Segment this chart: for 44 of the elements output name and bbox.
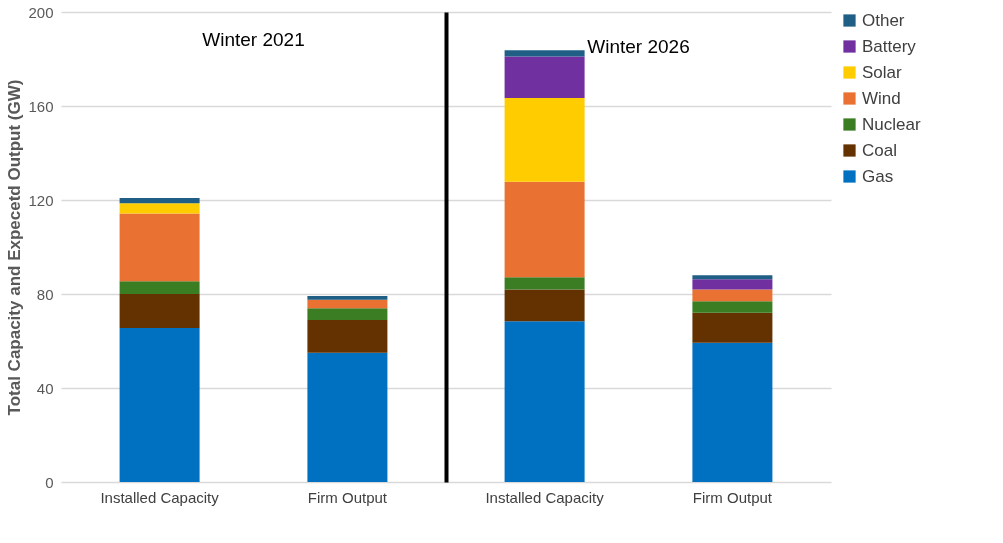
y-tick-label: 200 (28, 3, 54, 21)
bar (119, 328, 200, 482)
bar (504, 289, 585, 322)
legend-label: Gas (862, 166, 894, 186)
bar (307, 299, 388, 309)
x-tick-label: Installed Capacity (100, 488, 220, 506)
bar (119, 294, 200, 329)
bar (692, 289, 773, 302)
bar (692, 275, 773, 280)
legend-label: Other (862, 10, 905, 30)
text: Winter 2021 (202, 29, 305, 50)
y-tick-label: 160 (28, 97, 54, 115)
bar (307, 320, 388, 353)
bar (504, 98, 585, 182)
legend-label: Coal (862, 140, 897, 160)
bar (119, 197, 200, 204)
bar (504, 56, 585, 99)
x-tick-label: Firm Output (692, 488, 773, 506)
legend-label: Wind (862, 88, 901, 108)
legend-label: Nuclear (862, 114, 921, 134)
bar (307, 296, 388, 300)
x-tick-label: Installed Capacity (485, 488, 605, 506)
bar (119, 213, 200, 282)
legend-label: Solar (862, 62, 903, 82)
text: Winter 2026 (587, 36, 690, 57)
bar (307, 308, 388, 321)
bar (692, 312, 773, 343)
bar (504, 181, 585, 278)
y-tick-label: 0 (45, 473, 54, 491)
bar (119, 281, 200, 294)
bar (692, 279, 773, 290)
y-tick-label: 80 (36, 285, 54, 303)
bar (119, 203, 200, 214)
bar (504, 50, 585, 57)
bar (504, 277, 585, 290)
bar (307, 352, 388, 482)
y-axis-title: Total Capacity and Expecetd Output (GW) (5, 79, 25, 416)
x-tick-label: Firm Output (307, 488, 388, 506)
legend-label: Battery (862, 36, 917, 56)
y-tick-label: 40 (36, 379, 54, 397)
bar (504, 321, 585, 482)
y-tick-label: 120 (28, 191, 54, 209)
bar (692, 301, 773, 313)
bar (692, 342, 773, 482)
